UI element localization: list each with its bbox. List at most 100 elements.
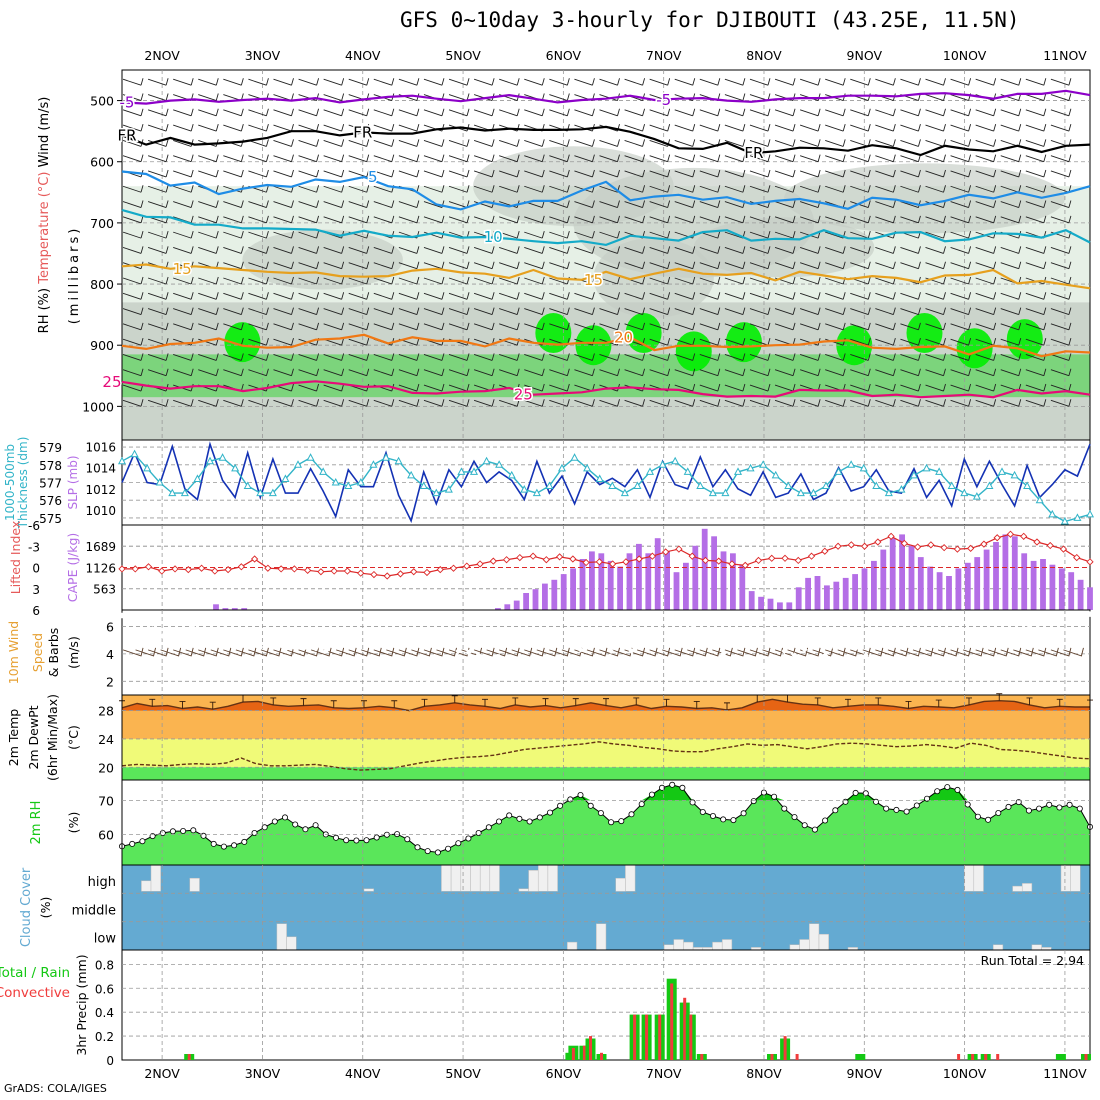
cape-bar bbox=[889, 538, 896, 610]
rh2m-point bbox=[343, 837, 350, 844]
cloud-high-bar bbox=[441, 864, 452, 892]
wind-barb bbox=[724, 261, 746, 270]
wind-barb bbox=[423, 169, 445, 178]
wind-barb bbox=[398, 383, 420, 392]
wind10-barb bbox=[298, 647, 320, 657]
wind-barb bbox=[273, 108, 294, 117]
wind-barb bbox=[975, 261, 997, 270]
wind-barb bbox=[122, 368, 144, 377]
wind-barb bbox=[875, 307, 896, 315]
cloud-level-label: high bbox=[88, 875, 116, 890]
wind-barb bbox=[950, 169, 972, 178]
rh-saturated-patch bbox=[1006, 319, 1043, 360]
wind10-tick-label: 6 bbox=[106, 619, 114, 634]
wind-barb bbox=[599, 231, 620, 239]
wind10-barb bbox=[1063, 647, 1084, 657]
rh2m-point bbox=[801, 822, 808, 829]
wind-barb bbox=[223, 78, 244, 86]
temp2m-ylabel: 2m Temp bbox=[6, 709, 21, 766]
wind-barb bbox=[549, 231, 570, 239]
wind-barb bbox=[975, 108, 997, 117]
wind10-speed-point bbox=[241, 635, 248, 642]
lifted-index-point bbox=[1073, 553, 1081, 562]
cape-bar bbox=[955, 568, 962, 610]
wind-barb bbox=[649, 246, 671, 254]
isotherm-FR bbox=[121, 125, 1091, 157]
wind-barb bbox=[649, 353, 671, 361]
wind-barb bbox=[499, 292, 520, 300]
wind-barb bbox=[975, 383, 997, 392]
cape-bar bbox=[824, 585, 830, 610]
wind-barb bbox=[398, 108, 420, 117]
wind-barb bbox=[825, 123, 846, 132]
thickness-point bbox=[696, 481, 705, 490]
wind-barb bbox=[147, 200, 169, 208]
wind-barb bbox=[373, 399, 395, 407]
wind-barb bbox=[448, 383, 470, 392]
thickness-point bbox=[935, 467, 944, 475]
wind-barb bbox=[549, 368, 570, 377]
wind-barb bbox=[624, 215, 646, 224]
wind-barb bbox=[749, 292, 771, 300]
wind-barb bbox=[298, 139, 320, 147]
wind10-speed-point bbox=[822, 652, 829, 659]
precip-tick-label: 0.4 bbox=[95, 1006, 114, 1020]
rh2m-point bbox=[180, 828, 187, 835]
cloud-high-bar bbox=[450, 864, 462, 892]
rh2m-point bbox=[547, 809, 554, 816]
wind-barb bbox=[147, 154, 169, 163]
thickness-point bbox=[117, 456, 127, 465]
wind-barb bbox=[975, 338, 997, 346]
temp2m-area bbox=[122, 699, 1090, 711]
thickness-point bbox=[457, 467, 466, 475]
upper-yunit: (millibars) bbox=[67, 226, 82, 325]
wind-barb bbox=[448, 261, 470, 270]
wind10-barb bbox=[724, 647, 746, 657]
upper-ytick-label: 800 bbox=[90, 277, 114, 292]
cloud-low-bar bbox=[276, 923, 287, 951]
thickness-point bbox=[218, 453, 227, 461]
wind-barb bbox=[799, 78, 821, 86]
precip-legend-convective: Convective bbox=[0, 985, 70, 1001]
lifted-index-point bbox=[807, 552, 816, 560]
thickness-point bbox=[897, 485, 906, 493]
lifted-index-point bbox=[423, 568, 431, 577]
wind-barb bbox=[850, 292, 871, 300]
wind-barb bbox=[825, 338, 846, 346]
wind-barb bbox=[348, 215, 370, 224]
rh2m-point bbox=[689, 799, 696, 806]
wind-barb bbox=[1000, 215, 1022, 224]
temp2m-minmax-marker bbox=[542, 698, 549, 706]
thickness-point bbox=[293, 460, 303, 468]
temp2m-ylabel-group: (6hr Min/Max) bbox=[45, 694, 60, 781]
rh2m-point bbox=[241, 838, 248, 845]
wind-barb bbox=[975, 399, 997, 407]
wind10-speed-point bbox=[720, 650, 727, 657]
wind-barb bbox=[624, 185, 646, 193]
thickness-point bbox=[381, 453, 391, 461]
wind-barb bbox=[198, 399, 219, 407]
cloud-high-bar bbox=[547, 864, 558, 892]
wind-barb bbox=[1050, 200, 1072, 208]
wind-barb bbox=[724, 78, 746, 86]
wind-barb bbox=[398, 169, 420, 178]
wind10-barb bbox=[248, 647, 269, 657]
wind-barb bbox=[147, 292, 169, 300]
wind-barb bbox=[850, 353, 871, 361]
wind-barb bbox=[549, 261, 570, 270]
grads-credit: GrADS: COLA/IGES bbox=[4, 1082, 107, 1095]
wind-barb bbox=[875, 123, 896, 132]
wind10-barb bbox=[423, 647, 445, 657]
cloud-high-bar bbox=[1060, 864, 1071, 892]
temp2m-ylabel: (6hr Min/Max) bbox=[45, 694, 60, 781]
wind-barb bbox=[749, 185, 771, 193]
time-label-bottom: 9NOV bbox=[847, 1066, 883, 1081]
wind-barb bbox=[1050, 322, 1072, 331]
wind-barb bbox=[724, 338, 746, 346]
temp2m-minmax-marker bbox=[603, 698, 609, 706]
lifted-index-point bbox=[343, 567, 352, 575]
wind-barb bbox=[950, 123, 972, 132]
cape-bar bbox=[231, 608, 238, 610]
wind10-barb bbox=[1013, 647, 1034, 657]
wind-barb bbox=[473, 353, 495, 361]
